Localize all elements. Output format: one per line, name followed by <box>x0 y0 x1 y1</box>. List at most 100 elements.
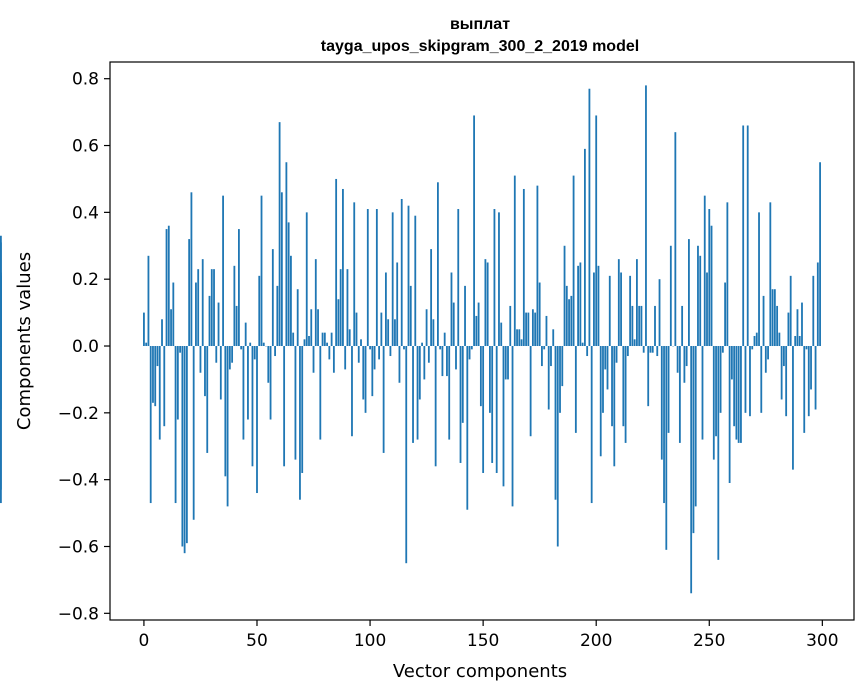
bar <box>161 319 163 346</box>
bar <box>602 346 604 413</box>
bar <box>688 239 690 346</box>
bar <box>453 303 455 346</box>
x-tick-label: 150 <box>467 631 499 651</box>
bar <box>200 346 202 373</box>
bar <box>591 346 593 503</box>
bar <box>285 162 287 346</box>
bar <box>745 346 747 413</box>
bar <box>281 192 283 346</box>
bar <box>525 313 527 346</box>
bar <box>527 313 529 346</box>
bar <box>435 346 437 466</box>
bar <box>224 346 226 476</box>
bar <box>618 259 620 346</box>
bar <box>686 346 688 366</box>
bar <box>367 209 369 346</box>
x-tick-label: 250 <box>693 631 725 651</box>
bar <box>152 346 154 403</box>
bar <box>674 132 676 346</box>
bar <box>751 346 753 349</box>
bar <box>665 346 667 550</box>
bar <box>437 182 439 346</box>
x-tick-label: 0 <box>139 631 150 651</box>
bar <box>622 346 624 426</box>
bar <box>561 346 563 386</box>
bar <box>324 333 326 346</box>
bar <box>163 346 165 426</box>
bar <box>808 346 810 416</box>
bar <box>756 333 758 346</box>
chart-title: выплат <box>450 16 510 33</box>
bar <box>801 303 803 346</box>
bar <box>218 303 220 346</box>
bar <box>423 346 425 379</box>
bar <box>699 256 701 346</box>
bar <box>240 346 242 349</box>
bar <box>568 299 570 346</box>
bar <box>491 346 493 463</box>
bar <box>380 313 382 346</box>
bar <box>150 346 152 503</box>
bar <box>629 276 631 346</box>
bar <box>726 202 728 346</box>
bar <box>817 262 819 346</box>
y-tick-label: 0.4 <box>72 203 99 223</box>
bar <box>573 176 575 346</box>
bar <box>539 283 541 346</box>
bar <box>290 256 292 346</box>
bar <box>191 192 193 346</box>
bar <box>254 346 256 359</box>
chart-subtitle: tayga_upos_skipgram_300_2_2019 model <box>321 38 639 55</box>
bar <box>521 339 523 346</box>
bar <box>215 346 217 363</box>
bar <box>371 346 373 396</box>
bar <box>702 346 704 440</box>
bar <box>245 323 247 346</box>
bar <box>369 346 371 349</box>
bar <box>740 346 742 443</box>
bar <box>233 266 235 346</box>
y-tick-label: −0.8 <box>58 604 99 624</box>
bar <box>812 276 814 346</box>
bar <box>206 346 208 453</box>
bar <box>785 346 787 416</box>
bar <box>417 346 419 440</box>
bar <box>577 266 579 346</box>
bar <box>713 346 715 460</box>
bar <box>478 303 480 346</box>
bar <box>546 316 548 346</box>
bar <box>668 346 670 433</box>
bar <box>650 346 652 353</box>
bar <box>799 336 801 346</box>
x-tick-label: 300 <box>806 631 838 651</box>
bar <box>806 346 808 349</box>
y-tick-label: 0.2 <box>72 270 99 290</box>
bar <box>315 259 317 346</box>
bar <box>295 346 297 460</box>
bar <box>460 346 462 463</box>
bar <box>159 346 161 440</box>
bar <box>704 196 706 346</box>
bar <box>693 346 695 533</box>
bar <box>263 343 265 346</box>
bar <box>340 269 342 346</box>
bar <box>439 346 441 349</box>
bar <box>736 346 738 440</box>
bar <box>819 162 821 346</box>
bar <box>792 346 794 470</box>
x-tick-label: 50 <box>246 631 268 651</box>
bar <box>283 346 285 466</box>
bar <box>749 346 751 416</box>
bar <box>625 346 627 443</box>
y-tick-label: −0.4 <box>58 471 99 491</box>
bar <box>306 212 308 346</box>
bar <box>518 329 520 346</box>
bar <box>177 346 179 420</box>
bar <box>677 346 679 373</box>
bar <box>457 209 459 346</box>
bar <box>204 346 206 396</box>
bar <box>202 259 204 346</box>
bar <box>179 346 181 353</box>
bar <box>765 346 767 373</box>
